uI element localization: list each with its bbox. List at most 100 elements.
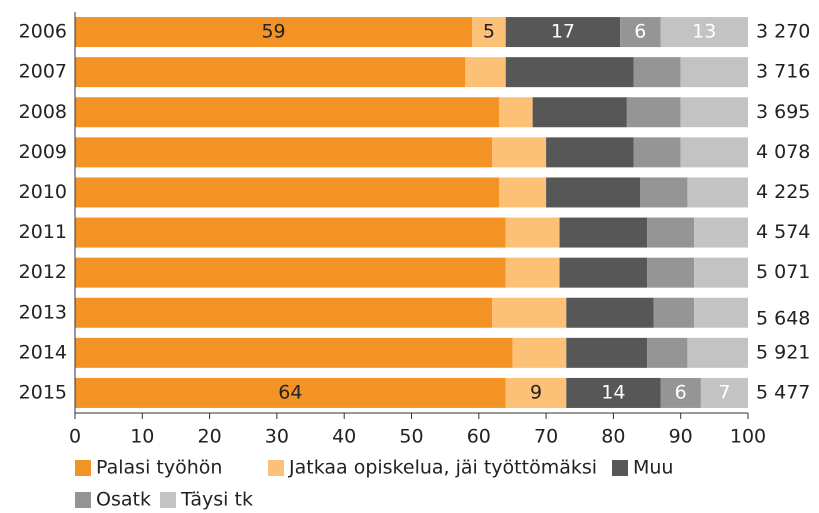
bar-segment xyxy=(75,177,499,208)
bar-segment xyxy=(532,97,627,128)
y-tick-label: 2006 xyxy=(19,21,67,43)
total-label: 4 078 xyxy=(756,141,810,163)
y-tick-label: 2015 xyxy=(19,381,67,403)
bar-segment xyxy=(680,57,748,88)
bar-segment xyxy=(559,217,648,248)
bar-segment xyxy=(465,57,506,88)
y-tick-label: 2009 xyxy=(19,141,67,163)
bar-segment xyxy=(492,297,567,328)
bar-segment xyxy=(498,177,547,208)
y-tick-label: 2013 xyxy=(19,301,67,323)
bar-segment xyxy=(559,257,648,288)
legend-swatch xyxy=(75,492,91,508)
y-tick-label: 2011 xyxy=(19,221,67,243)
legend-label: Täysi tk xyxy=(180,489,253,511)
total-label: 5 921 xyxy=(756,341,810,363)
data-label: 6 xyxy=(634,21,646,43)
total-label: 5 477 xyxy=(756,381,810,403)
bar-segment xyxy=(694,297,748,328)
data-label: 7 xyxy=(718,381,730,403)
total-label: 3 270 xyxy=(756,21,810,43)
bar-segment xyxy=(647,217,695,248)
bar-segment xyxy=(566,337,648,368)
bar-segment xyxy=(505,57,634,88)
legend-swatch xyxy=(612,460,628,476)
bar-segment xyxy=(75,257,506,288)
bar-segment xyxy=(75,17,473,48)
data-label: 9 xyxy=(530,381,542,403)
bar-segment xyxy=(546,177,641,208)
data-label: 17 xyxy=(551,21,575,43)
bar-segment xyxy=(566,297,654,328)
x-tick-label: 70 xyxy=(534,426,558,448)
x-tick-label: 40 xyxy=(332,426,356,448)
x-tick-label: 30 xyxy=(265,426,289,448)
bar-segment xyxy=(633,57,681,88)
bar-segment xyxy=(498,97,533,128)
legend-swatch xyxy=(75,460,91,476)
legend-swatch xyxy=(160,492,176,508)
data-label: 59 xyxy=(261,21,285,43)
x-tick-label: 10 xyxy=(130,426,154,448)
legend-label: Palasi työhön xyxy=(96,457,222,479)
bar-segment xyxy=(640,177,688,208)
bar-segment xyxy=(75,377,506,408)
bar-segment xyxy=(647,257,695,288)
bar-segment xyxy=(687,177,748,208)
x-tick-label: 0 xyxy=(69,426,81,448)
bar-segment xyxy=(653,297,695,328)
x-tick-label: 20 xyxy=(198,426,222,448)
data-label: 14 xyxy=(601,381,625,403)
bar-segment xyxy=(694,217,748,248)
bar-segment xyxy=(566,377,661,408)
x-tick-label: 100 xyxy=(730,426,766,448)
total-label: 3 695 xyxy=(756,101,810,123)
y-tick-label: 2007 xyxy=(19,61,67,83)
legend-swatch xyxy=(268,460,284,476)
bar-segment xyxy=(700,377,748,408)
bar-segment xyxy=(512,337,567,368)
data-label: 13 xyxy=(692,21,716,43)
x-tick-label: 60 xyxy=(467,426,491,448)
bar-segment xyxy=(505,217,560,248)
bar-segment xyxy=(75,57,466,88)
y-tick-label: 2008 xyxy=(19,101,67,123)
y-tick-label: 2014 xyxy=(19,341,67,363)
data-label: 6 xyxy=(675,381,687,403)
legend-label: Muu xyxy=(633,457,673,479)
bar-segment xyxy=(660,17,748,48)
bar-segment xyxy=(505,377,567,408)
bar-segment xyxy=(75,217,506,248)
bar-segment xyxy=(75,297,493,328)
total-label: 5 648 xyxy=(756,307,810,329)
bar-segment xyxy=(620,17,661,48)
bar-segment xyxy=(660,377,701,408)
total-label: 4 225 xyxy=(756,181,810,203)
legend-label: Jatkaa opiskelua, jäi työttömäksi xyxy=(288,457,597,479)
bar-segment xyxy=(694,257,748,288)
bar-segment xyxy=(546,137,634,168)
total-label: 5 071 xyxy=(756,261,810,283)
x-tick-label: 90 xyxy=(669,426,693,448)
bar-segment xyxy=(687,337,748,368)
data-label: 64 xyxy=(278,381,302,403)
bar-segment xyxy=(75,337,513,368)
bar-segment xyxy=(680,97,748,128)
y-tick-label: 2012 xyxy=(19,261,67,283)
bar-segment xyxy=(472,17,506,48)
bar-segment xyxy=(75,97,499,128)
bar-segment xyxy=(492,137,547,168)
x-tick-label: 80 xyxy=(601,426,625,448)
bar-segment xyxy=(75,137,493,168)
bar-segment xyxy=(505,257,560,288)
y-tick-label: 2010 xyxy=(19,181,67,203)
legend-label: Osatk xyxy=(96,489,151,511)
bar-segment xyxy=(680,137,748,168)
bar-segment xyxy=(633,137,681,168)
total-label: 4 574 xyxy=(756,221,810,243)
bar-segment xyxy=(647,337,688,368)
x-tick-label: 50 xyxy=(399,426,423,448)
total-label: 3 716 xyxy=(756,61,810,83)
bar-segment xyxy=(626,97,681,128)
